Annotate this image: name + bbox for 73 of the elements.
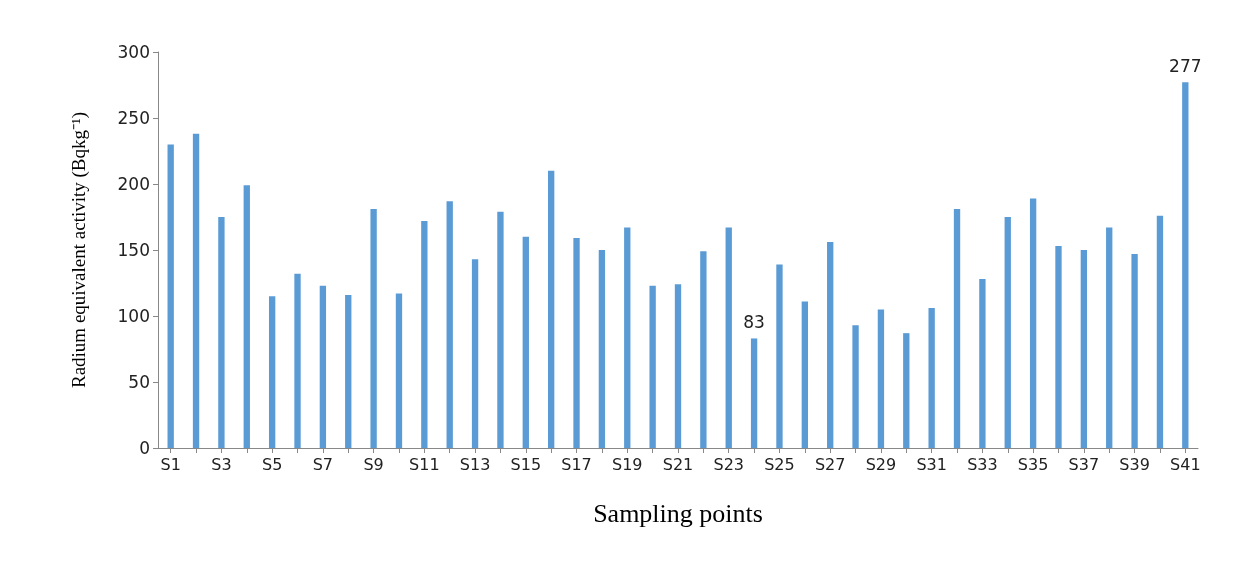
bar — [497, 211, 504, 448]
x-tick-label: S13 — [459, 454, 491, 474]
y-tick-label: 0 — [139, 438, 150, 458]
bar — [776, 264, 783, 448]
x-tick-label: S33 — [967, 454, 998, 474]
bar — [319, 285, 327, 448]
x-tick-label: S35 — [1017, 454, 1049, 474]
y-axis-title: Radium equivalent activity (Bqkg⁻¹) — [68, 111, 90, 389]
bar — [522, 236, 529, 448]
bar — [446, 201, 453, 448]
bar — [548, 170, 555, 448]
x-tick-label: S29 — [865, 454, 897, 474]
bar — [243, 185, 250, 448]
x-tick-label: S5 — [261, 454, 283, 474]
x-tick-label: S1 — [160, 454, 181, 474]
bar — [1131, 253, 1138, 448]
x-tick-label: S21 — [662, 454, 694, 474]
bar — [167, 144, 174, 448]
bar — [370, 209, 377, 448]
bar — [1029, 198, 1037, 448]
bar — [700, 251, 707, 448]
bar — [979, 279, 986, 448]
bar — [573, 238, 580, 448]
x-tick-label: S9 — [363, 454, 384, 474]
bar — [1004, 217, 1011, 448]
bar — [421, 220, 428, 448]
bar — [345, 294, 352, 448]
bar — [598, 250, 606, 448]
y-tick-label: 200 — [117, 174, 150, 194]
x-tick-label: S23 — [713, 454, 744, 474]
y-tick-label: 150 — [117, 240, 150, 260]
x-tick-label: S3 — [211, 454, 232, 474]
y-tick-label: 50 — [128, 372, 150, 392]
x-axis-title: Sampling points — [593, 498, 763, 528]
bar — [852, 325, 859, 448]
bar — [294, 273, 301, 448]
x-tick-label: S41 — [1170, 454, 1201, 474]
y-tick-label: 300 — [117, 42, 150, 62]
x-tick-label: S25 — [764, 454, 795, 474]
x-tick-label: S27 — [814, 454, 846, 474]
x-tick-label: S31 — [916, 454, 947, 474]
bar — [750, 338, 758, 448]
bar — [1182, 82, 1189, 448]
bar — [1106, 227, 1113, 448]
bar — [801, 301, 808, 448]
bar — [674, 284, 682, 448]
x-tick-label: S15 — [510, 454, 542, 474]
bar — [649, 285, 656, 448]
x-tick-label: S7 — [312, 454, 334, 474]
bar — [1055, 246, 1062, 448]
bar — [928, 308, 935, 448]
y-tick-label: 100 — [117, 306, 150, 326]
x-tick-label: S11 — [409, 454, 440, 474]
bar — [218, 217, 225, 448]
bar — [953, 209, 961, 448]
data-label: 83 — [743, 311, 765, 332]
bar — [471, 259, 479, 448]
x-tick-label: S37 — [1068, 454, 1100, 474]
bar — [903, 333, 910, 448]
bar — [827, 242, 834, 448]
bar — [268, 296, 276, 448]
x-tick-label: S17 — [561, 454, 592, 474]
x-tick-label: S19 — [612, 454, 643, 474]
y-tick-label: 250 — [117, 108, 150, 128]
bar — [192, 133, 200, 448]
bar — [1156, 215, 1164, 448]
x-tick-label: S39 — [1119, 454, 1150, 474]
bar — [877, 309, 885, 448]
bar — [395, 293, 403, 448]
bar — [624, 227, 631, 448]
data-label: 277 — [1169, 55, 1202, 76]
bar — [725, 227, 732, 448]
bar — [1080, 250, 1088, 448]
